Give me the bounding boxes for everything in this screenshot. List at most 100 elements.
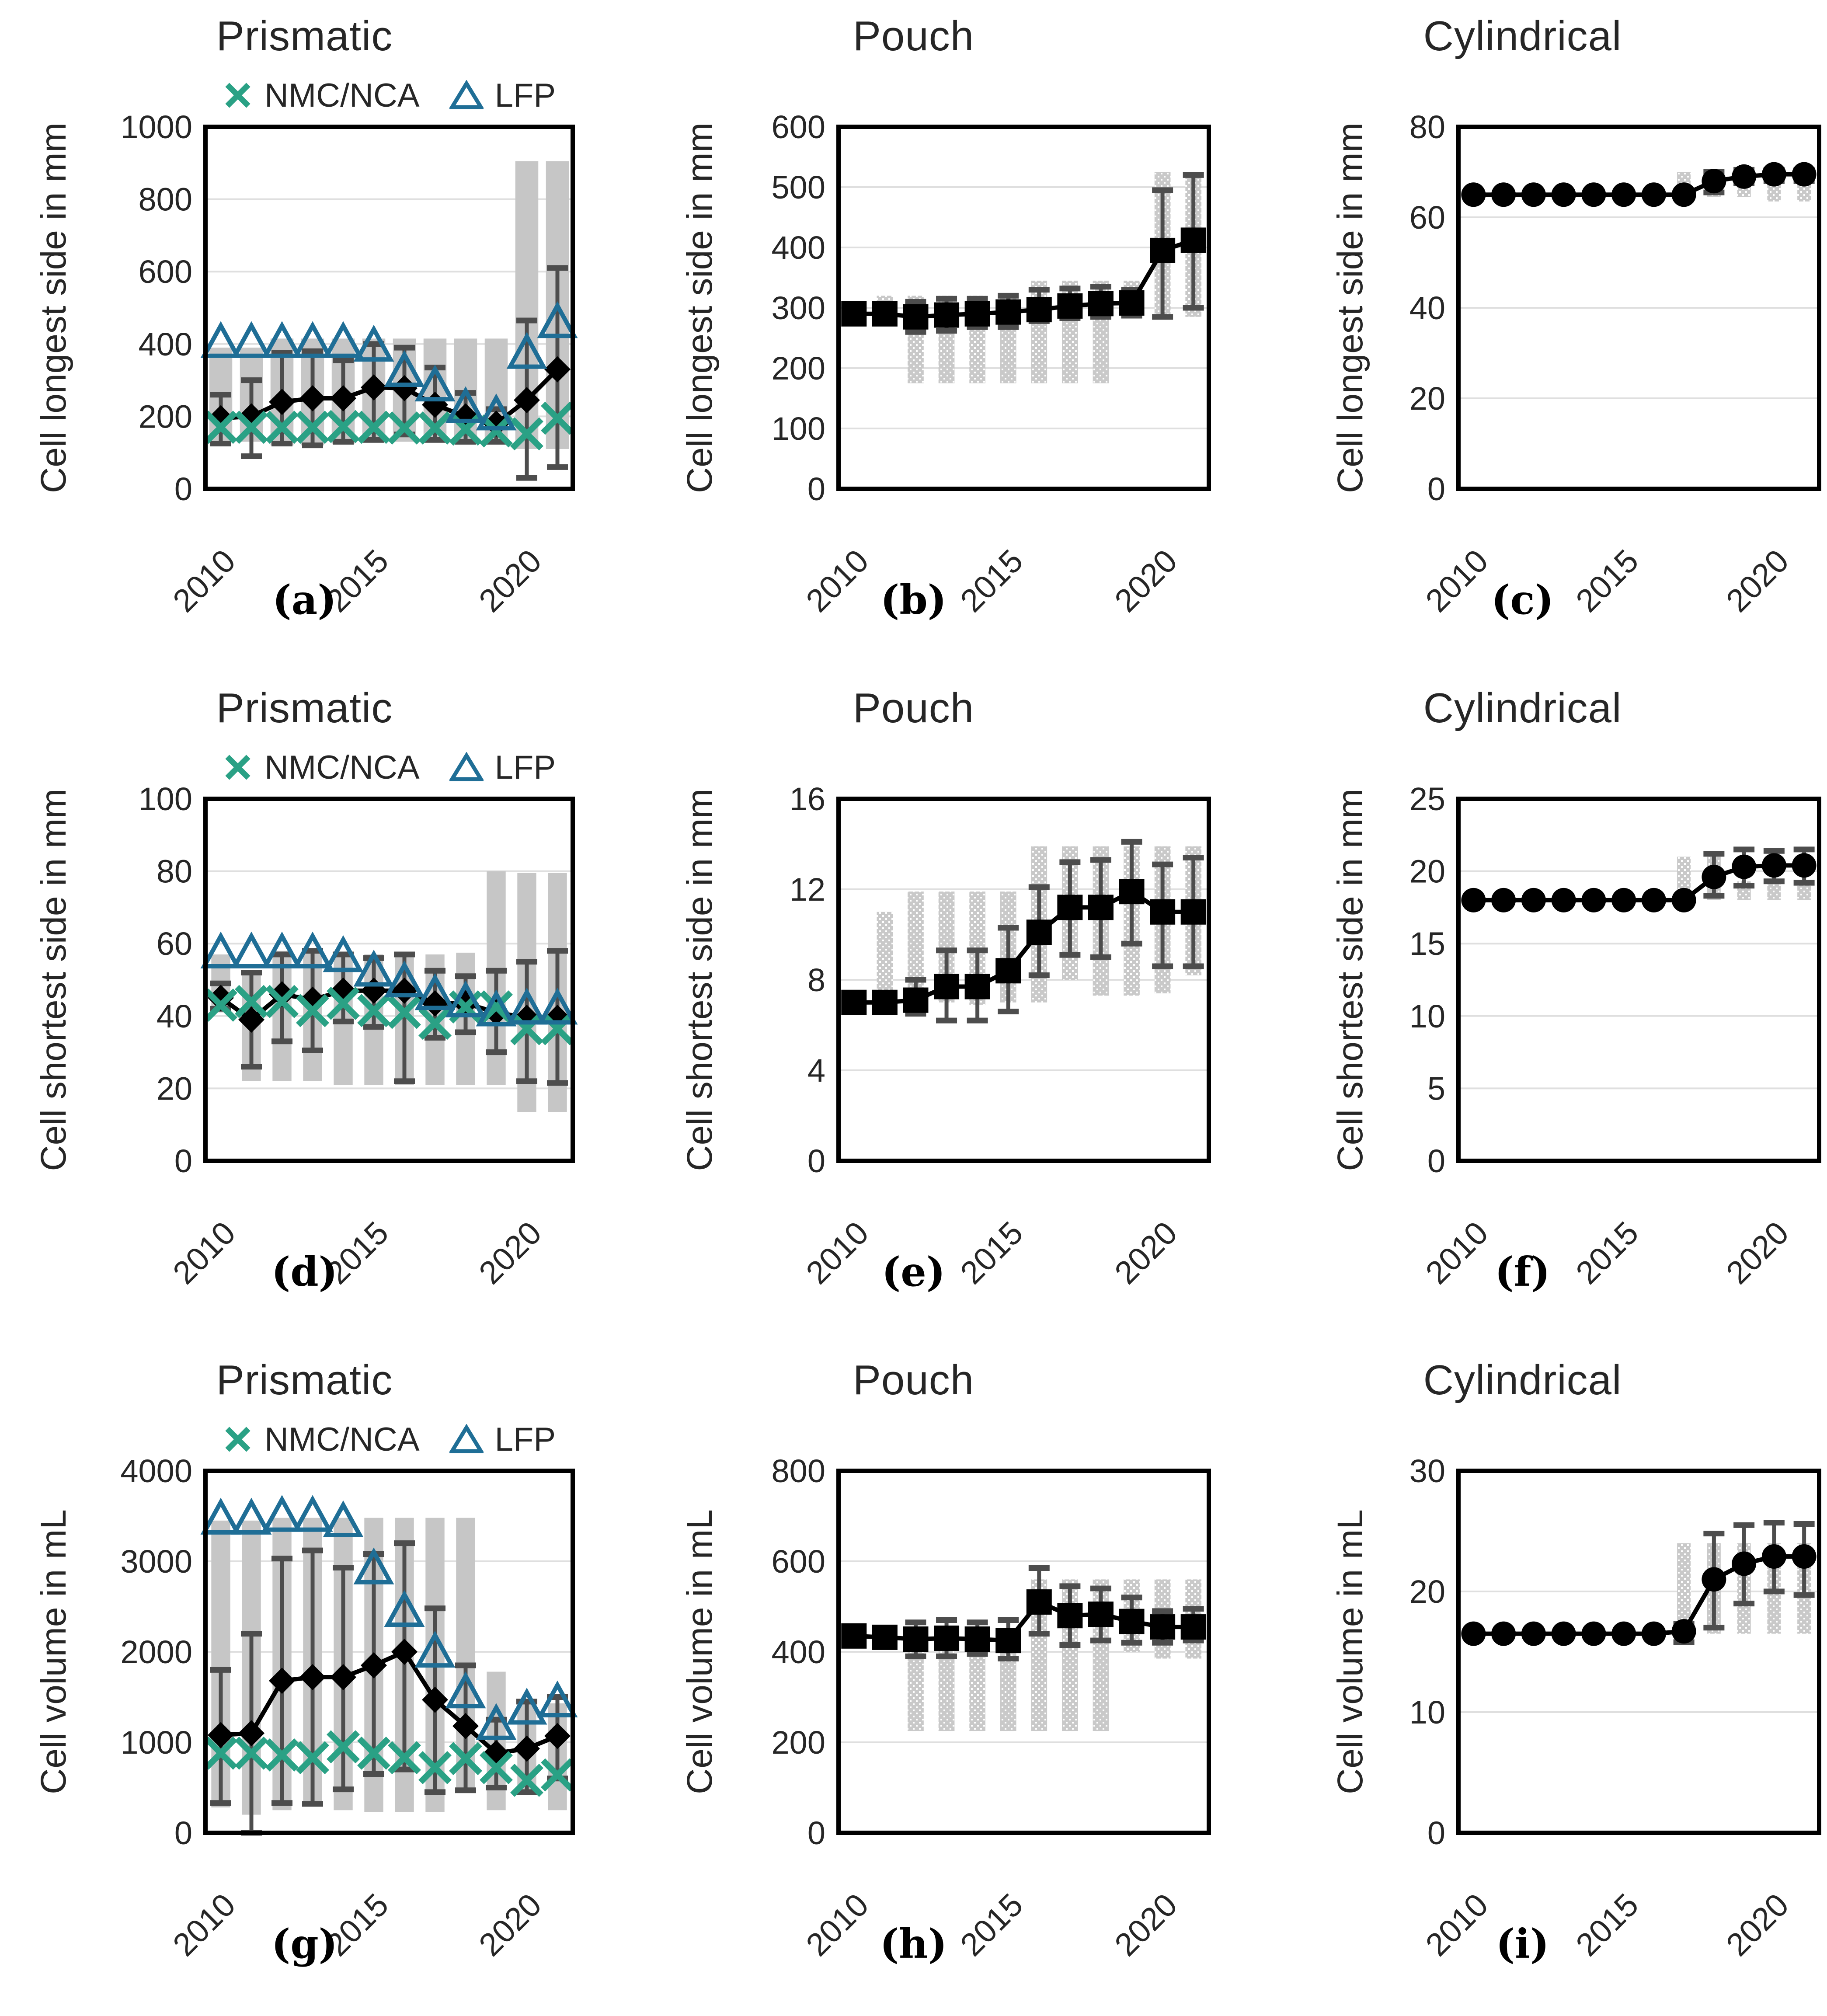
mean-marker-square — [872, 301, 898, 327]
y-tick-label: 600 — [772, 1543, 825, 1580]
chart-cell-d: Prismatic NMC/NCA LFP 0 20 40 60 80 100 2010 20… — [0, 672, 609, 1344]
chart-cell-c: Cylindrical NMC/NCA LFP 0204060802010201… — [1218, 0, 1827, 672]
mean-marker-square — [934, 974, 960, 999]
lfp-marker-triangle — [414, 364, 456, 402]
mean-marker-circle — [1491, 888, 1516, 912]
lfp-marker-triangle — [384, 350, 425, 387]
plot-border — [203, 1469, 575, 1835]
mean-marker-square — [841, 301, 867, 327]
mean-marker-diamond — [361, 1652, 387, 1679]
chart-caption: (e) — [881, 1248, 946, 1295]
mean-marker-diamond — [391, 977, 418, 1004]
chart-title: Cylindrical — [1423, 13, 1622, 59]
mean-marker-circle — [1461, 182, 1486, 207]
lfp-triangle-icon — [449, 80, 484, 109]
chart-cell-f: Cylindrical NMC/NCA LFP 0510152025201020… — [1218, 672, 1827, 1344]
mean-marker-square — [1150, 1614, 1176, 1640]
nmc-marker-x — [418, 411, 452, 445]
chart-caption: (g) — [271, 1920, 338, 1967]
lfp-marker-triangle — [506, 1688, 547, 1725]
nmc-marker-x — [510, 417, 543, 451]
plot-border — [836, 125, 1211, 491]
mean-marker-square — [995, 299, 1021, 325]
mean-marker-circle — [1581, 182, 1606, 207]
lfp-marker-triangle — [476, 989, 517, 1027]
y-axis-title: Cell shortest side in mm — [34, 789, 73, 1171]
nmc-marker-x — [388, 996, 421, 1029]
mean-marker-diamond — [514, 1735, 540, 1762]
y-tick-label: 2000 — [120, 1634, 192, 1670]
lfp-triangle-icon — [449, 1424, 484, 1453]
y-tick-label: 80 — [1409, 109, 1445, 145]
lfp-marker-triangle — [445, 1671, 486, 1709]
chart-title: Prismatic — [216, 685, 393, 731]
mean-marker-circle — [1792, 853, 1817, 878]
nmc-marker-x — [327, 410, 360, 443]
y-tick-label: 60 — [1409, 199, 1445, 236]
y-tick-label: 15 — [1409, 926, 1445, 962]
plot-border — [203, 125, 575, 491]
nmc-marker-x — [235, 1736, 268, 1770]
mean-marker-square — [1150, 237, 1176, 263]
mean-marker-square — [1057, 1603, 1083, 1629]
mean-marker-diamond — [544, 356, 571, 383]
chart-title: Cylindrical — [1423, 685, 1622, 731]
chart-cell-a: Prismatic NMC/NCA LFP 0 200 400 600 800 1000 2… — [0, 0, 609, 672]
mean-marker-circle — [1761, 162, 1786, 187]
mean-marker-diamond — [208, 1722, 234, 1748]
nmc-marker-x — [480, 1751, 513, 1784]
mean-marker-diamond — [361, 374, 387, 401]
mean-marker-square — [1150, 899, 1176, 925]
chart-caption: (d) — [271, 1248, 338, 1295]
lfp-marker-triangle — [384, 1590, 425, 1627]
range-bar — [908, 891, 924, 991]
y-axis-title: Cell longest side in mm — [1330, 122, 1370, 493]
y-tick-label: 3000 — [120, 1543, 192, 1580]
nmc-marker-x — [204, 1736, 237, 1770]
mean-marker-square — [964, 1626, 990, 1652]
nmc-marker-x — [204, 989, 237, 1022]
y-tick-label: 800 — [139, 181, 192, 218]
lfp-marker-triangle — [353, 324, 394, 362]
mean-marker-circle — [1641, 182, 1666, 207]
y-axis-title: Cell longest side in mm — [680, 122, 720, 493]
mean-marker-diamond — [299, 385, 326, 411]
y-tick-label: 0 — [807, 1815, 825, 1851]
chart-cell-b: Pouch NMC/NCA LFP 0100200300400500600201… — [609, 0, 1218, 672]
error-bar — [394, 951, 415, 1084]
lfp-triangle-icon — [449, 752, 484, 781]
nmc-marker-x — [265, 985, 299, 1018]
y-tick-label: 20 — [1409, 1574, 1445, 1610]
mean-marker-circle — [1761, 853, 1786, 878]
lfp-marker-triangle — [384, 960, 425, 998]
lfp-marker-triangle — [261, 931, 303, 969]
nmc-marker-x — [265, 411, 299, 444]
nmc-marker-x — [327, 986, 360, 1020]
nmc-marker-x — [357, 1736, 390, 1770]
lfp-marker-triangle — [292, 1495, 333, 1532]
mean-marker-circle — [1792, 1544, 1817, 1569]
y-tick-label: 0 — [174, 471, 192, 507]
mean-marker-square — [1026, 919, 1052, 945]
mean-marker-square — [1088, 895, 1114, 920]
lfp-marker-triangle — [261, 321, 303, 358]
y-axis-title: Cell volume in mL — [680, 1509, 720, 1794]
lfp-marker-triangle — [445, 386, 486, 423]
mean-marker-square — [841, 1623, 867, 1649]
nmc-marker-x — [265, 1738, 299, 1772]
mean-marker-square — [903, 1626, 929, 1652]
mean-marker-square — [995, 958, 1021, 984]
mean-marker-circle — [1671, 1619, 1696, 1644]
nmc-marker-x — [327, 1730, 360, 1764]
nmc-x-icon — [225, 1427, 251, 1452]
lfp-marker-triangle — [537, 301, 578, 338]
chart-title: Prismatic — [216, 13, 393, 59]
legend-label-lfp: LFP — [494, 77, 556, 114]
y-tick-label: 200 — [772, 1724, 825, 1761]
mean-marker-diamond — [391, 1639, 418, 1665]
mean-marker-diamond — [330, 977, 356, 1004]
mean-marker-square — [964, 974, 990, 999]
mean-marker-circle — [1732, 1551, 1757, 1576]
mean-marker-circle — [1551, 182, 1576, 207]
